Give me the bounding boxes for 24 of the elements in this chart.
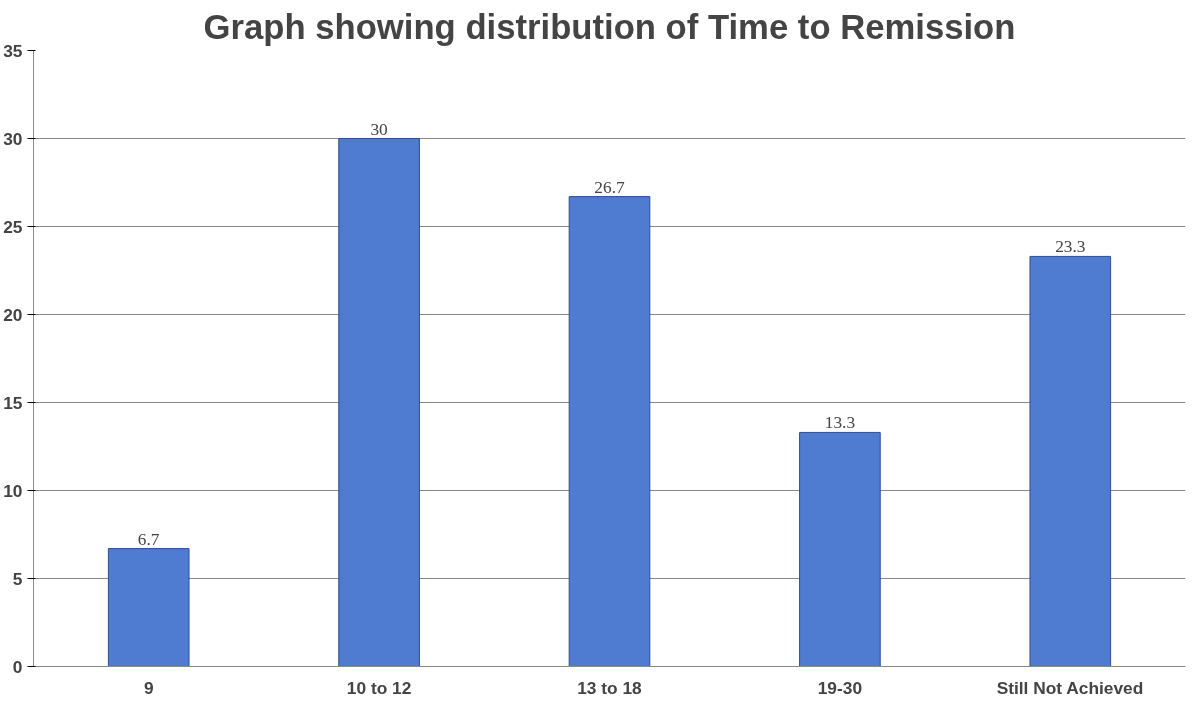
y-tick-label: 20	[3, 304, 23, 325]
data-label: 30	[370, 119, 388, 139]
x-tick-label: 10 to 12	[346, 677, 412, 698]
y-tick-label: 5	[12, 568, 23, 589]
bar	[107, 548, 190, 667]
data-label: 23.3	[1055, 237, 1086, 257]
y-tick-label: 15	[3, 392, 23, 413]
x-tick-label: Still Not Achieved	[996, 677, 1144, 698]
y-tick-label: 0	[12, 656, 23, 677]
bar	[338, 138, 420, 667]
bar	[1029, 255, 1112, 667]
data-label: 26.7	[594, 177, 625, 197]
x-tick-label: 13 to 18	[577, 677, 643, 698]
y-tick-label: 10	[3, 480, 23, 501]
chart-title: Graph showing distribution of Time to Remission	[203, 7, 1016, 46]
data-label: 6.7	[137, 529, 160, 549]
bar	[568, 196, 651, 667]
x-tick-label: 9	[143, 677, 154, 698]
data-label: 13.3	[824, 413, 856, 433]
x-tick-label: 19-30	[817, 677, 863, 698]
bar	[799, 431, 881, 667]
y-tick-label: 25	[3, 216, 23, 237]
y-tick-label: 35	[3, 40, 23, 61]
y-tick-label: 30	[3, 128, 23, 149]
